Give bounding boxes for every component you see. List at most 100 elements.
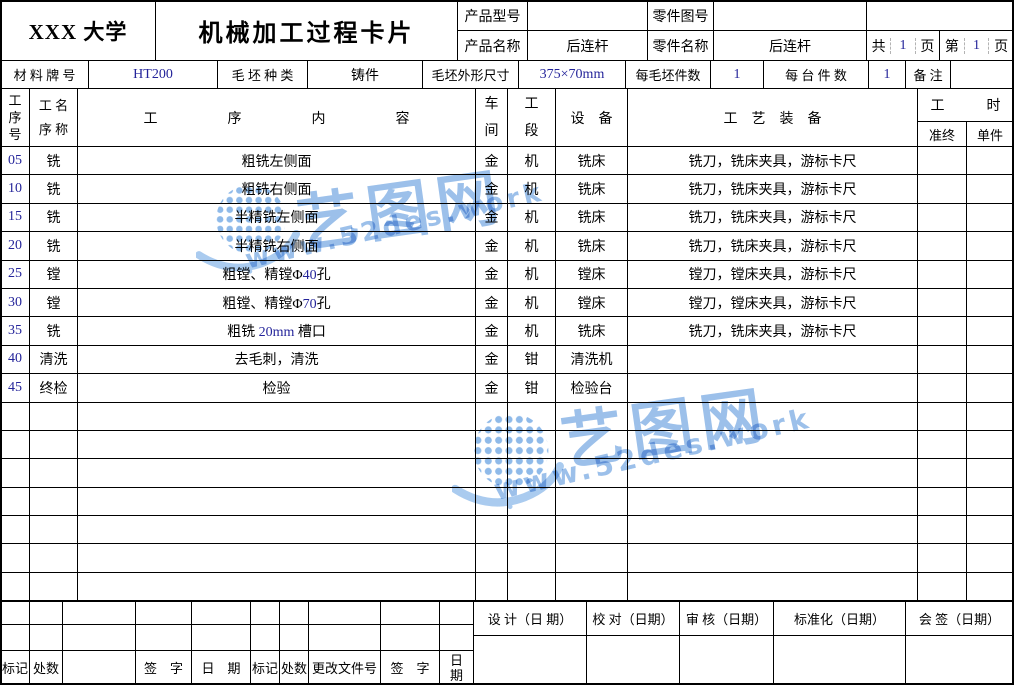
empty-cell bbox=[507, 543, 556, 573]
equipment: 铣床 bbox=[555, 145, 628, 176]
pages-current-value: 1 bbox=[963, 37, 990, 54]
revision-empty-row bbox=[0, 624, 474, 651]
empty-cell bbox=[917, 486, 967, 517]
change-doc-no-label bbox=[62, 650, 136, 685]
material-grade-value: HT200 bbox=[88, 60, 218, 89]
empty-cell bbox=[627, 571, 918, 602]
empty-cell bbox=[29, 543, 78, 573]
process-name: 铣 bbox=[29, 145, 78, 176]
empty-cell bbox=[627, 429, 918, 460]
equipment: 检验台 bbox=[555, 373, 628, 403]
empty-cell bbox=[0, 601, 30, 625]
workshop: 金 bbox=[475, 145, 508, 176]
empty-cell bbox=[29, 571, 78, 602]
process-no: 15 bbox=[0, 202, 30, 233]
process-name: 铣 bbox=[29, 174, 78, 204]
process-no: 05 bbox=[0, 145, 30, 176]
empty-cell bbox=[0, 543, 30, 573]
process-no: 20 bbox=[0, 231, 30, 261]
prep-time bbox=[917, 316, 967, 346]
signature-label: 签 字 bbox=[380, 650, 440, 685]
prep-time bbox=[917, 259, 967, 289]
equipment: 镗床 bbox=[555, 259, 628, 289]
empty-table-row bbox=[0, 401, 1014, 431]
process-name: 铣 bbox=[29, 316, 78, 346]
process-no: 45 bbox=[0, 373, 30, 403]
prep-time bbox=[917, 202, 967, 233]
empty-cell bbox=[308, 601, 381, 625]
col-header-workshop: 车 间 bbox=[475, 88, 508, 147]
table-row: 35 铣 粗铣 20mm 槽口 金 机 铣床 铣刀，铣床夹具，游标卡尺 bbox=[0, 316, 1014, 346]
tooling: 镗刀，镗床夹具，游标卡尺 bbox=[627, 287, 918, 318]
empty-cell bbox=[29, 601, 63, 625]
prep-time bbox=[917, 344, 967, 375]
unit-time bbox=[966, 259, 1014, 289]
remark-value bbox=[950, 60, 1014, 89]
tooling: 铣刀，铣床夹具，游标卡尺 bbox=[627, 231, 918, 261]
standardization-signature-cell bbox=[773, 635, 906, 685]
equipment: 铣床 bbox=[555, 316, 628, 346]
table-row: 25 镗 粗镗、精镗Φ40孔 金 机 镗床 镗刀，镗床夹具，游标卡尺 bbox=[0, 259, 1014, 289]
pages-total-cell: 共 1 页 bbox=[866, 30, 940, 61]
empty-cell bbox=[966, 429, 1014, 460]
process-name: 镗 bbox=[29, 259, 78, 289]
process-content: 粗铣右侧面 bbox=[77, 174, 476, 204]
empty-cell bbox=[966, 401, 1014, 431]
empty-cell bbox=[627, 543, 918, 573]
empty-cell bbox=[555, 429, 628, 460]
empty-cell bbox=[191, 624, 251, 651]
empty-table-row bbox=[0, 543, 1014, 573]
blank-size-label: 毛坯外形尺寸 bbox=[422, 60, 519, 89]
process-name: 清洗 bbox=[29, 344, 78, 375]
empty-cell bbox=[555, 571, 628, 602]
col-header-process-name: 工 名 序 称 bbox=[29, 88, 78, 147]
product-part-header: 产品型号 零件图号 产品名称 后连杆 零件名称 后连杆 共 1 页 第 1 页 bbox=[457, 0, 1014, 61]
empty-cell bbox=[917, 515, 967, 545]
process-no: 30 bbox=[0, 287, 30, 318]
empty-cell bbox=[250, 624, 280, 651]
process-content: 半精铣右侧面 bbox=[77, 231, 476, 261]
part-drawing-no-value bbox=[713, 0, 867, 31]
revision-empty-row bbox=[0, 601, 474, 625]
unit-time bbox=[966, 145, 1014, 176]
tooling: 铣刀，铣床夹具，游标卡尺 bbox=[627, 202, 918, 233]
design-date-label: 设 计（日 期） bbox=[473, 601, 587, 636]
unit-time bbox=[966, 231, 1014, 261]
unit-time bbox=[966, 316, 1014, 346]
empty-cell bbox=[77, 486, 476, 517]
tooling: 铣刀，铣床夹具，游标卡尺 bbox=[627, 145, 918, 176]
date-label: 日 期 bbox=[439, 650, 474, 685]
empty-cell bbox=[0, 458, 30, 488]
empty-cell bbox=[77, 458, 476, 488]
signature-label: 签 字 bbox=[135, 650, 192, 685]
empty-cell bbox=[555, 458, 628, 488]
empty-cell bbox=[135, 624, 192, 651]
count-label: 处数 bbox=[29, 650, 63, 685]
workshop: 金 bbox=[475, 202, 508, 233]
standardization-date-label: 标准化（日期） bbox=[773, 601, 906, 636]
empty-cell bbox=[0, 486, 30, 517]
table-row: 45 终检 检验 金 钳 检验台 bbox=[0, 373, 1014, 403]
empty-cell bbox=[555, 401, 628, 431]
col-header-process-no: 工 序 号 bbox=[0, 88, 30, 147]
blank-size-value: 375×70mm bbox=[518, 60, 626, 89]
section: 机 bbox=[507, 202, 556, 233]
empty-cell bbox=[0, 401, 30, 431]
empty-cell bbox=[507, 571, 556, 602]
pages-total-unit: 页 bbox=[920, 39, 935, 55]
empty-cell bbox=[439, 624, 474, 651]
equipment: 镗床 bbox=[555, 287, 628, 318]
empty-cell bbox=[77, 429, 476, 460]
part-name-label: 零件名称 bbox=[647, 30, 714, 61]
empty-cell bbox=[917, 401, 967, 431]
unit-time bbox=[966, 373, 1014, 403]
table-row: 15 铣 半精铣左侧面 金 机 铣床 铣刀，铣床夹具，游标卡尺 bbox=[0, 202, 1014, 233]
empty-table-row bbox=[0, 486, 1014, 517]
per-blank-count-label: 每毛坯件数 bbox=[625, 60, 711, 89]
audit-signature-cell bbox=[679, 635, 774, 685]
mark-label: 标记 bbox=[0, 650, 30, 685]
workshop: 金 bbox=[475, 259, 508, 289]
empty-cell bbox=[439, 601, 474, 625]
per-machine-count-value: 1 bbox=[868, 60, 906, 89]
unit-time bbox=[966, 202, 1014, 233]
